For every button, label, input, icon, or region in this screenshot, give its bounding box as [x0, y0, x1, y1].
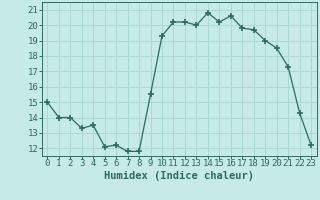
X-axis label: Humidex (Indice chaleur): Humidex (Indice chaleur) [104, 171, 254, 181]
